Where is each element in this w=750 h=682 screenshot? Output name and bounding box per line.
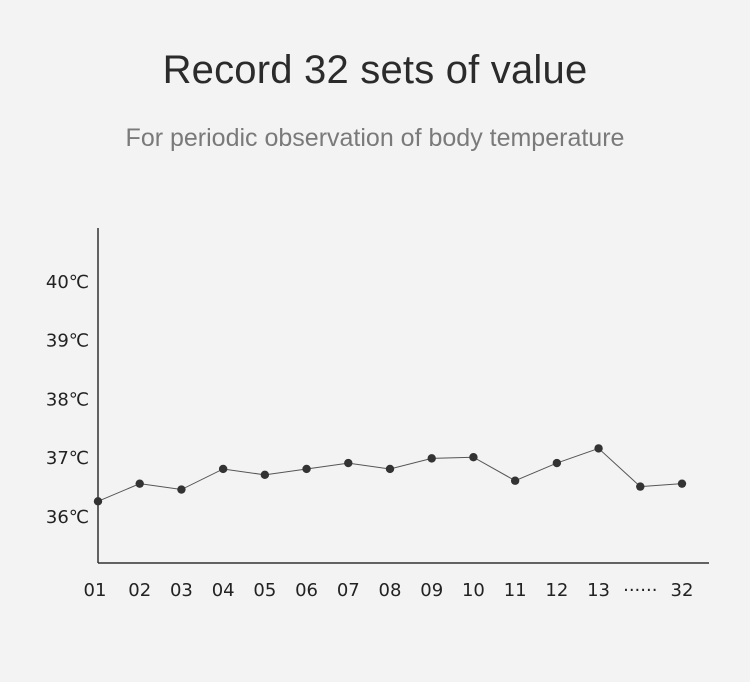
page-title: Record 32 sets of value — [162, 48, 588, 92]
x-tick-label: 12 — [545, 580, 568, 601]
x-tick-label: 07 — [337, 580, 360, 601]
x-tick-label: 06 — [295, 580, 318, 601]
y-tick-label: 37℃ — [46, 448, 89, 469]
data-point — [344, 458, 353, 468]
x-tick-label: 01 — [84, 580, 107, 601]
data-point — [469, 453, 478, 462]
x-tick-label: 05 — [253, 580, 276, 601]
data-point — [385, 464, 395, 474]
x-tick-label: 03 — [170, 580, 193, 601]
data-point — [510, 476, 520, 485]
data-point — [302, 464, 311, 474]
y-tick-label: 39℃ — [46, 331, 89, 352]
data-point — [552, 458, 562, 468]
y-tick-label: 40℃ — [46, 272, 89, 293]
data-point — [594, 444, 603, 453]
x-tick-label: 32 — [671, 580, 694, 601]
data-point — [636, 482, 645, 491]
x-tick-labels: 01 02 03 04 05 06 07 08 09 10 11 12 13 ······ 32 — [84, 580, 694, 601]
data-point — [93, 497, 103, 506]
x-tick-label: 08 — [379, 580, 402, 601]
data-point — [427, 454, 436, 463]
x-tick-label: 02 — [128, 580, 151, 601]
data-point — [677, 479, 687, 488]
y-tick-labels: 36℃ 37℃ 38℃ 39℃ 40℃ — [46, 272, 89, 528]
x-tick-label: 13 — [587, 580, 610, 601]
y-tick-label: 38℃ — [46, 389, 89, 410]
x-tick-label: 10 — [462, 580, 485, 601]
x-tick-label: 09 — [420, 580, 443, 601]
x-tick-label: 04 — [212, 580, 235, 601]
data-point — [135, 479, 144, 488]
data-point — [177, 485, 186, 494]
data-point — [218, 464, 228, 474]
data-point — [260, 470, 270, 480]
page-subtitle: For periodic observation of body tempera… — [125, 124, 625, 152]
grid-lines — [139, 255, 683, 540]
x-tick-label: ······ — [623, 580, 657, 601]
y-tick-label: 36℃ — [46, 507, 89, 528]
x-tick-label: 11 — [504, 580, 527, 601]
data-points — [93, 444, 687, 506]
